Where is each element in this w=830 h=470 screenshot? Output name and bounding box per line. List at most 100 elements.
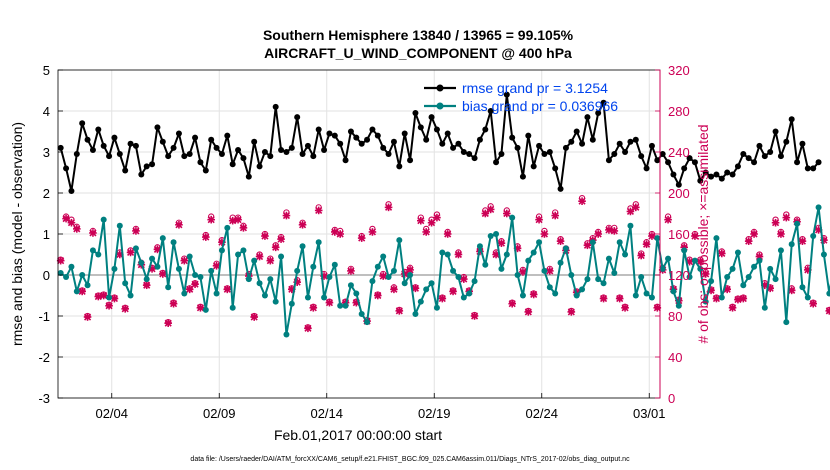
rmse-point <box>165 153 172 160</box>
x-tick-label: 02/19 <box>418 406 451 421</box>
obs-assimilated-marker <box>191 280 199 289</box>
rmse-point <box>761 153 768 160</box>
obs-assimilated-marker <box>132 227 140 235</box>
bias-point <box>713 235 720 242</box>
rmse-point <box>412 110 419 117</box>
obs-assimilated-marker <box>578 197 586 205</box>
left-tick-label: 5 <box>43 63 50 78</box>
rmse-point <box>525 132 532 139</box>
rmse-point <box>315 126 322 133</box>
bias-point <box>820 251 827 258</box>
bias-point <box>691 257 698 264</box>
bias-point <box>218 247 225 254</box>
bias-point <box>659 265 666 272</box>
obs-assimilated-marker <box>642 240 651 249</box>
bias-point <box>326 274 333 281</box>
rmse-point <box>444 130 451 137</box>
bias-point <box>95 251 102 258</box>
rmse-point <box>788 116 795 123</box>
obs-assimilated-marker <box>239 224 248 232</box>
rmse-point <box>439 140 446 147</box>
legend-rmse-marker <box>436 84 444 92</box>
obs-assimilated-marker <box>481 209 490 218</box>
obs-assimilated-marker <box>185 285 194 294</box>
obs-assimilated-marker <box>169 299 178 308</box>
bias-point <box>369 278 376 285</box>
bias-point <box>697 265 704 272</box>
bias-point <box>761 304 768 311</box>
bias-point <box>417 298 424 305</box>
rmse-point <box>568 138 575 145</box>
right-tick-label: 40 <box>668 350 682 365</box>
obs-assimilated-marker <box>486 205 495 214</box>
rmse-point <box>627 138 634 145</box>
obs-assimilated-marker <box>470 312 479 320</box>
bias-point <box>611 269 618 276</box>
bias-point <box>826 290 830 297</box>
rmse-point <box>299 151 306 158</box>
left-tick-label: -2 <box>38 350 50 365</box>
right-tick-label: 240 <box>668 145 690 160</box>
obs-assimilated-marker <box>454 250 463 259</box>
bias-point <box>57 269 64 276</box>
x-tick-label: 02/24 <box>525 406 558 421</box>
bias-point <box>460 294 467 301</box>
bias-point <box>686 274 693 281</box>
obs-assimilated-marker <box>250 313 258 321</box>
rmse-point <box>310 153 317 160</box>
obs-assimilated-marker <box>497 239 506 248</box>
right-axis-label: # of obs: o=possible; ×=assimilated <box>695 124 711 343</box>
x-axis-label: Feb.01,2017 00:00:00 start <box>274 427 442 443</box>
obs-assimilated-marker <box>626 207 635 216</box>
bias-point <box>643 290 650 297</box>
bias-point <box>605 255 612 262</box>
legend-rmse-label: rmse grand pr = 3.1254 <box>462 80 608 96</box>
x-axis-ticks: 02/04 02/09 02/14 02/19 02/24 03/01 <box>95 393 666 421</box>
bias-point <box>568 272 575 278</box>
bias-point <box>552 290 559 297</box>
bias-point <box>525 257 532 264</box>
rmse-point <box>159 138 166 145</box>
bias-point <box>122 280 129 287</box>
rmse-point <box>530 163 537 170</box>
bias-point <box>100 216 107 223</box>
rmse-point <box>251 138 258 145</box>
obs-assimilated-marker <box>696 257 705 266</box>
bias-point <box>509 214 516 221</box>
bias-point <box>175 265 182 272</box>
rmse-point <box>106 153 113 160</box>
bias-point <box>476 243 483 250</box>
obs-assimilated-marker <box>648 232 656 240</box>
rmse-point <box>347 128 354 135</box>
rmse-point <box>342 157 349 164</box>
rmse-point <box>503 91 510 98</box>
obs-assimilated-marker <box>787 286 796 295</box>
rmse-point <box>407 157 414 164</box>
bias-point <box>261 292 268 299</box>
obs-assimilated-marker <box>73 225 81 233</box>
bias-point <box>724 274 731 281</box>
bias-point <box>283 331 290 338</box>
obs-assimilated-marker <box>384 203 393 212</box>
obs-assimilated-marker <box>825 307 830 315</box>
rmse-point <box>208 136 215 143</box>
rmse-point <box>261 149 268 155</box>
bias-point <box>702 298 709 305</box>
bias-point <box>514 272 521 278</box>
bias-point <box>385 274 392 281</box>
obs-assimilated-marker <box>567 308 576 316</box>
bias-point <box>794 220 801 227</box>
bias-point <box>557 259 564 266</box>
rmse-point <box>256 163 263 170</box>
bias-point <box>745 274 752 281</box>
rmse-point <box>358 140 365 147</box>
bias-point <box>654 235 661 242</box>
bias-point <box>304 294 311 301</box>
obs-assimilated-marker <box>223 285 232 294</box>
obs-assimilated-marker <box>368 228 377 236</box>
obs-assimilated-marker <box>255 252 264 261</box>
bias-point <box>423 286 430 293</box>
rmse-point <box>471 155 478 162</box>
bias-point <box>116 222 123 229</box>
